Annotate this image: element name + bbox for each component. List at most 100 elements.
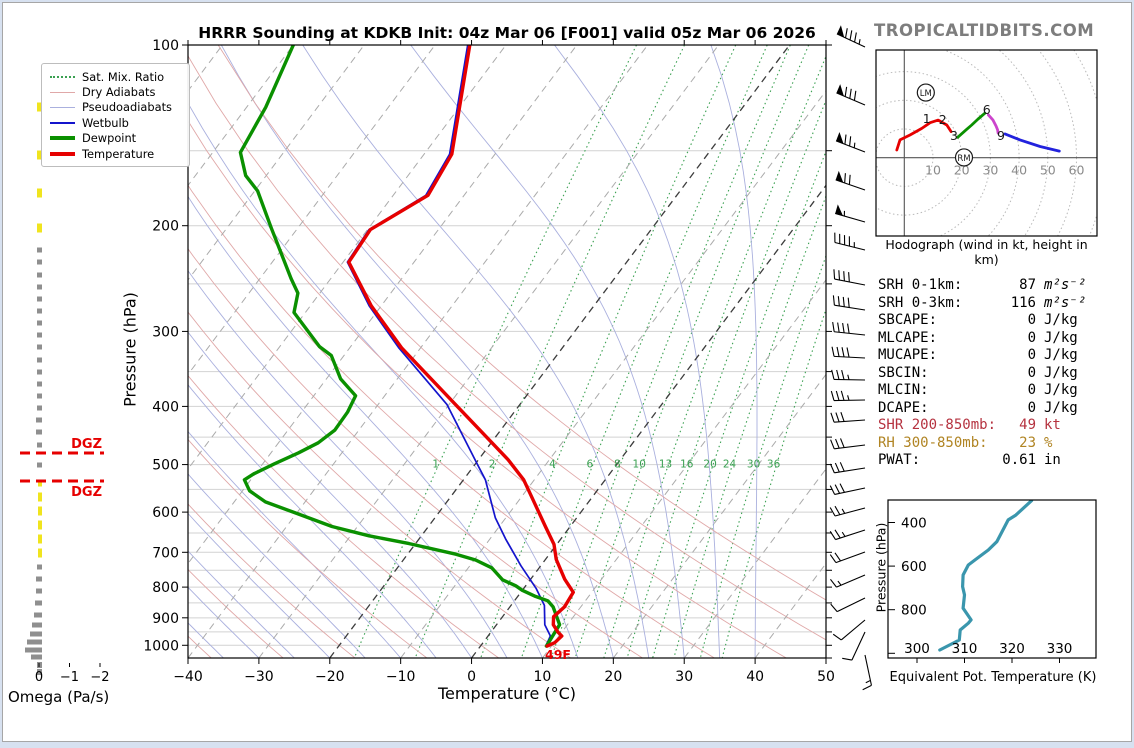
stat-row: SHR 200-850mb: 49 kt: [878, 417, 1061, 433]
stat-row: PWAT: 0.61 in: [878, 452, 1061, 468]
hodograph-panel: 10 20 30 40 50 60 1 23 69 LM RM: [876, 50, 1097, 236]
svg-text:500: 500: [152, 458, 179, 474]
svg-text:20: 20: [703, 459, 716, 471]
dewpoint-line-icon: [50, 136, 75, 141]
svg-text:2: 2: [939, 112, 947, 127]
temperature-line-icon: [50, 151, 75, 156]
stat-row: DCAPE: 0 J/kg: [878, 399, 1078, 416]
svg-text:2: 2: [489, 459, 496, 471]
legend-item-pseudoadiabats: Pseudoadiabats: [50, 100, 182, 115]
svg-text:400: 400: [152, 399, 179, 415]
svg-text:3: 3: [950, 128, 958, 143]
sat-mix-ratio-line-icon: [50, 75, 75, 78]
svg-text:10: 10: [633, 459, 646, 471]
svg-text:6: 6: [587, 459, 594, 471]
svg-text:40: 40: [1011, 163, 1027, 178]
legend-item-wetbulb: Wetbulb: [50, 115, 182, 130]
svg-text:13: 13: [659, 459, 672, 471]
svg-text:16: 16: [680, 459, 694, 471]
legend-item-dry-adiabats: Dry Adiabats: [50, 84, 182, 99]
dewpoint-trace: [238, 45, 562, 648]
theta-e-panel: [938, 500, 1034, 652]
svg-text:330: 330: [1047, 641, 1073, 657]
svg-text:6: 6: [983, 102, 991, 117]
svg-text:LM: LM: [920, 89, 932, 99]
legend-item-sat-mix-ratio: Sat. Mix. Ratio: [50, 69, 182, 84]
svg-text:30: 30: [747, 459, 760, 471]
svg-text:0: 0: [35, 670, 43, 685]
stat-row: MLCIN: 0 J/kg: [878, 382, 1078, 398]
svg-text:50: 50: [817, 669, 835, 685]
wetbulb-line-icon: [50, 121, 75, 124]
temperature-axis-label: Temperature (°C): [437, 684, 577, 703]
dgz-label-bottom: DGZ: [71, 485, 102, 500]
svg-text:60: 60: [1069, 163, 1085, 178]
svg-text:30: 30: [982, 163, 998, 178]
svg-text:10: 10: [534, 669, 552, 685]
temperature-trace: [347, 45, 575, 648]
pressure-axis-label: Pressure (hPa): [120, 292, 140, 407]
stat-row: SRH 0-1km: 87 m²s⁻²: [878, 277, 1087, 293]
svg-text:9: 9: [997, 128, 1005, 143]
stat-row: MUCAPE: 0 J/kg: [878, 347, 1078, 363]
surface-temp-label: 49F: [545, 647, 571, 662]
watermark: TROPICALTIDBITS.COM: [874, 21, 1095, 40]
theta-e-axis-label: Equivalent Pot. Temperature (K): [889, 670, 1097, 685]
svg-text:900: 900: [152, 611, 179, 627]
svg-text:−10: −10: [386, 669, 416, 685]
svg-text:−30: −30: [244, 669, 274, 685]
svg-text:700: 700: [152, 545, 179, 561]
svg-text:4: 4: [549, 459, 556, 471]
svg-text:800: 800: [901, 603, 927, 619]
svg-text:10: 10: [925, 163, 941, 178]
svg-text:−20: −20: [315, 669, 345, 685]
page-title: HRRR Sounding at KDKB Init: 04z Mar 06 […: [198, 24, 816, 42]
svg-text:300: 300: [904, 641, 930, 657]
svg-text:50: 50: [1040, 163, 1056, 178]
svg-text:200: 200: [152, 219, 179, 235]
svg-text:20: 20: [954, 163, 970, 178]
wind-barb-column: [829, 25, 872, 691]
omega-axis-label: Omega (Pa/s): [8, 688, 110, 706]
stat-row: SBCAPE: 0 J/kg: [878, 312, 1078, 328]
svg-text:0: 0: [467, 669, 476, 685]
svg-text:320: 320: [999, 641, 1025, 657]
pseudoadiabat-line-icon: [50, 106, 75, 108]
theta-e-pressure-axis-label: Pressure (hPa): [873, 522, 889, 613]
skewt-legend: Sat. Mix. Ratio Dry Adiabats Pseudoadiab…: [41, 63, 190, 168]
skewt-plot: 1 2 4 6 8 10 13 16 20 24 30 36: [188, 45, 826, 658]
svg-text:24: 24: [723, 459, 737, 471]
svg-text:400: 400: [901, 516, 927, 532]
theta-e-trace: [938, 500, 1034, 652]
svg-text:8: 8: [614, 459, 621, 471]
svg-text:1000: 1000: [143, 638, 179, 654]
dgz-label-top: DGZ: [71, 437, 102, 452]
svg-text:1: 1: [432, 459, 439, 471]
svg-text:800: 800: [152, 580, 179, 596]
svg-text:RM: RM: [957, 154, 970, 164]
svg-text:600: 600: [901, 559, 927, 575]
stat-row: SBCIN: 0 J/kg: [878, 364, 1078, 381]
legend-item-temperature: Temperature: [50, 146, 182, 161]
hodograph-caption: Hodograph (wind in kt, height in km): [885, 237, 1088, 267]
legend-item-dewpoint: Dewpoint: [50, 131, 182, 146]
stat-row: RH 300-850mb: 23%: [878, 434, 1053, 451]
svg-text:40: 40: [746, 669, 764, 685]
stat-row: SRH 0-3km: 116 m²s⁻²: [878, 294, 1087, 311]
svg-text:100: 100: [152, 38, 179, 54]
svg-text:−1: −1: [60, 670, 79, 685]
svg-text:−40: −40: [173, 669, 203, 685]
svg-text:−2: −2: [90, 670, 109, 685]
omega-panel: 0 −1 −2: [20, 102, 110, 685]
svg-text:300: 300: [152, 324, 179, 340]
dry-adiabat-line-icon: [50, 91, 75, 93]
svg-text:310: 310: [952, 641, 978, 657]
svg-text:600: 600: [152, 505, 179, 521]
svg-text:20: 20: [604, 669, 622, 685]
stats-panel: SRH 0-1km: 87 m²s⁻² SRH 0-3km: 116 m²s⁻² SBCAP…: [870, 271, 1118, 471]
stat-row: MLCAPE: 0 J/kg: [878, 329, 1078, 346]
svg-text:1: 1: [923, 111, 931, 126]
svg-text:30: 30: [675, 669, 693, 685]
